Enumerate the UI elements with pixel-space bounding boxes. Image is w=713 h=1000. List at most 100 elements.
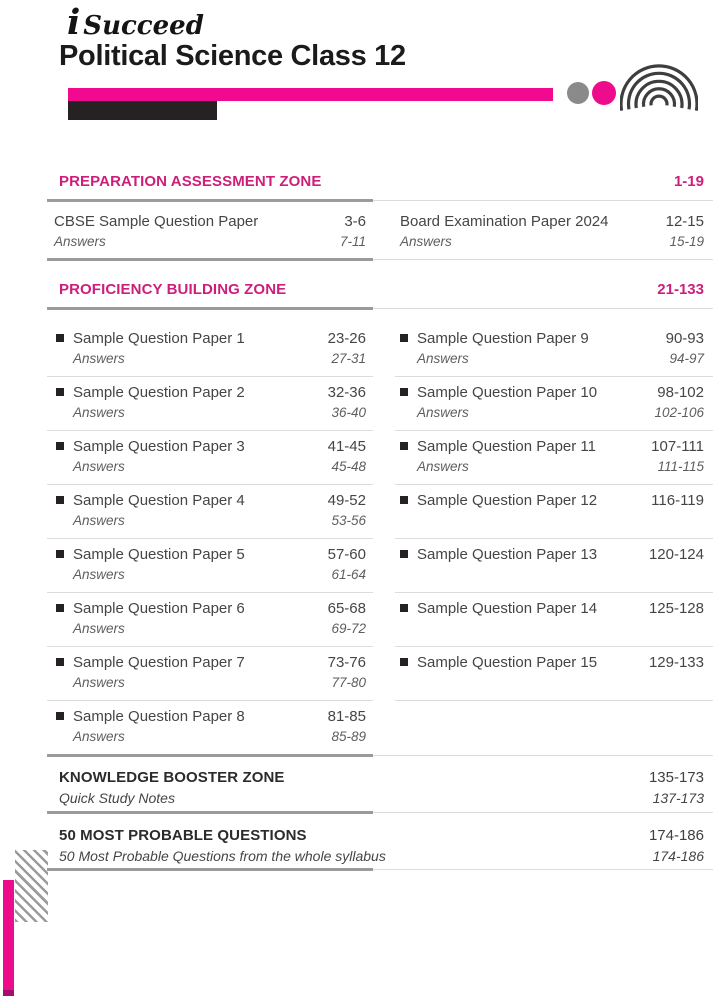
entry-answers-pages: 7-11 xyxy=(339,234,366,249)
entry-answers-label: Answers xyxy=(417,351,469,366)
entry-answers-pages: 15-19 xyxy=(669,234,704,249)
entry-title: Sample Question Paper 14 xyxy=(417,600,598,617)
entry-answers-label: Answers xyxy=(73,351,125,366)
toc-entry: Sample Question Paper 5 57-60 Answers 61-64 xyxy=(47,539,373,593)
entry-title: Sample Question Paper 7 xyxy=(73,654,245,671)
entry-pages: 81-85 xyxy=(327,708,366,725)
square-bullet-icon xyxy=(400,442,408,450)
section-divider xyxy=(47,199,713,202)
toc-entry: Board Examination Paper 2024 12-15 Answers… xyxy=(395,204,713,258)
toc-entry: Sample Question Paper 8 81-85 Answers 85-89 xyxy=(47,701,373,755)
square-bullet-icon xyxy=(56,496,64,504)
entry-pages: 129-133 xyxy=(648,654,704,671)
concentric-arcs-icon xyxy=(620,64,698,111)
entry-answers-pages: 85-89 xyxy=(331,729,366,744)
entry-pages: 23-26 xyxy=(327,330,366,347)
entry-answers-pages: 69-72 xyxy=(331,621,366,636)
entry-answers-pages: 94-97 xyxy=(669,351,704,366)
entry-title: Sample Question Paper 10 xyxy=(417,384,598,401)
square-bullet-icon xyxy=(56,712,64,720)
entry-title: Sample Question Paper 11 xyxy=(417,438,596,455)
section-heading: 50 MOST PROBABLE QUESTIONS xyxy=(59,827,307,844)
entry-answers-pages: 27-31 xyxy=(331,351,366,366)
toc-entry: Sample Question Paper 6 65-68 Answers 69-72 xyxy=(47,593,373,647)
entry-pages: 12-15 xyxy=(665,213,704,230)
entry-title: Sample Question Paper 8 xyxy=(73,708,245,725)
entry-pages: 107-111 xyxy=(651,438,704,455)
entry-pages: 98-102 xyxy=(657,384,704,401)
square-bullet-icon xyxy=(56,442,64,450)
entry-answers-pages: 111-115 xyxy=(657,459,704,474)
section-pages: 135-173 xyxy=(648,769,704,786)
entry-answers-pages: 36-40 xyxy=(331,405,366,420)
entry-answers-label: Answers xyxy=(73,729,125,744)
entry-title: Sample Question Paper 13 xyxy=(417,546,598,563)
toc-entry: Sample Question Paper 1 23-26 Answers 27-31 xyxy=(47,323,373,377)
toc-entry: Sample Question Paper 15 129-133 xyxy=(395,647,713,701)
section-divider xyxy=(47,258,713,261)
entry-pages: 120-124 xyxy=(648,546,704,563)
section-most-probable: 50 MOST PROBABLE QUESTIONS 174-186 50 Mo… xyxy=(47,826,713,865)
entry-pages: 73-76 xyxy=(327,654,366,671)
section-header-preparation: PREPARATION ASSESSMENT ZONE 1-19 xyxy=(47,172,713,191)
pink-tab-tip-decoration xyxy=(3,990,14,996)
section-divider xyxy=(47,811,713,814)
section-heading: KNOWLEDGE BOOSTER ZONE xyxy=(59,769,285,786)
section-pages: 174-186 xyxy=(648,827,704,844)
toc-entry: Sample Question Paper 13 120-124 xyxy=(395,539,713,593)
section-pages: 21-133 xyxy=(657,281,704,298)
entry-answers-label: Answers xyxy=(400,234,452,249)
section-knowledge-booster: KNOWLEDGE BOOSTER ZONE 135-173 Quick Stu… xyxy=(47,768,713,807)
toc-entry: Sample Question Paper 10 98-102 Answers 102… xyxy=(395,377,713,431)
entry-pages: 41-45 xyxy=(327,438,366,455)
header-black-bar xyxy=(68,101,217,120)
toc-entry: CBSE Sample Question Paper 3-6 Answers 7-11 xyxy=(47,204,373,258)
entry-answers-pages: 61-64 xyxy=(331,567,366,582)
entry-answers-label: Answers xyxy=(73,567,125,582)
toc-entry: Sample Question Paper 3 41-45 Answers 45-48 xyxy=(47,431,373,485)
entry-pages: 57-60 xyxy=(327,546,366,563)
entry-title: Sample Question Paper 1 xyxy=(73,330,245,347)
square-bullet-icon xyxy=(400,550,408,558)
toc-entry xyxy=(395,701,713,755)
section-subtitle: Quick Study Notes xyxy=(59,790,175,806)
entry-answers-pages: 53-56 xyxy=(331,513,366,528)
entry-answers-label: Answers xyxy=(417,459,469,474)
entry-title: Sample Question Paper 5 xyxy=(73,546,245,563)
entry-answers-pages: 102-106 xyxy=(654,405,704,420)
toc-entry: Sample Question Paper 4 49-52 Answers 53-56 xyxy=(47,485,373,539)
gray-dot-icon xyxy=(567,82,589,104)
entry-pages: 32-36 xyxy=(327,384,366,401)
entry-answers-label: Answers xyxy=(73,621,125,636)
entry-title: CBSE Sample Question Paper xyxy=(54,213,259,230)
preparation-entries: CBSE Sample Question Paper 3-6 Answers 7-11… xyxy=(47,204,713,258)
brand-name: Succeed xyxy=(83,11,204,41)
square-bullet-icon xyxy=(56,604,64,612)
pink-dot-icon xyxy=(592,81,616,105)
square-bullet-icon xyxy=(56,334,64,342)
entry-title: Sample Question Paper 3 xyxy=(73,438,245,455)
entry-pages: 90-93 xyxy=(665,330,704,347)
toc-entry: Sample Question Paper 9 90-93 Answers 94-97 xyxy=(395,323,713,377)
entry-pages: 116-119 xyxy=(651,492,704,509)
section-heading: PREPARATION ASSESSMENT ZONE xyxy=(59,173,322,190)
entry-answers-label: Answers xyxy=(73,459,125,474)
entry-pages: 49-52 xyxy=(327,492,366,509)
square-bullet-icon xyxy=(56,388,64,396)
square-bullet-icon xyxy=(400,604,408,612)
entry-title: Sample Question Paper 12 xyxy=(417,492,598,509)
square-bullet-icon xyxy=(400,334,408,342)
square-bullet-icon xyxy=(56,658,64,666)
toc-entry: Sample Question Paper 14 125-128 xyxy=(395,593,713,647)
square-bullet-icon xyxy=(56,550,64,558)
square-bullet-icon xyxy=(400,496,408,504)
entry-answers-pages: 45-48 xyxy=(331,459,366,474)
toc-entry: Sample Question Paper 12 116-119 xyxy=(395,485,713,539)
entry-pages: 125-128 xyxy=(648,600,704,617)
entry-answers-label: Answers xyxy=(73,675,125,690)
square-bullet-icon xyxy=(400,658,408,666)
entry-answers-label: Answers xyxy=(73,405,125,420)
entry-title: Board Examination Paper 2024 xyxy=(400,213,609,230)
proficiency-entries: Sample Question Paper 1 23-26 Answers 27-31… xyxy=(47,323,713,755)
